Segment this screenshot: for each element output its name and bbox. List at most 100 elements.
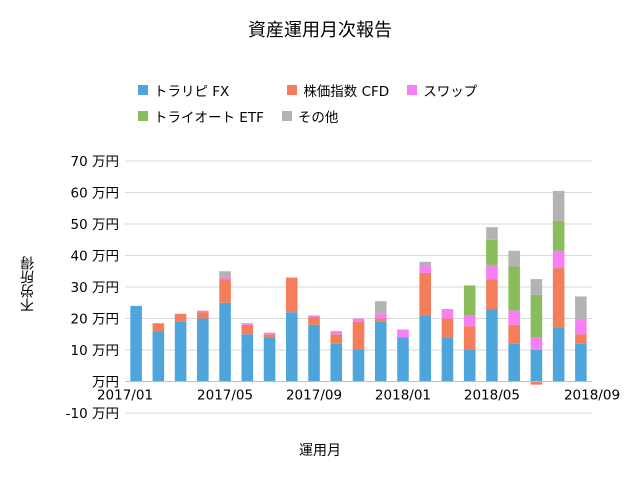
bar-segment [374, 313, 387, 319]
legend-label-swap: スワップ [423, 84, 478, 100]
bar-segment [286, 312, 298, 382]
bar-segment [463, 285, 476, 316]
bar-segment [219, 271, 231, 278]
x-tick-label: 2018/09 [564, 388, 620, 404]
bar-segment [508, 250, 520, 267]
bar-segment [352, 318, 365, 322]
bar-segment [374, 321, 387, 382]
bar-segment [374, 318, 387, 322]
bar-segment [352, 350, 365, 382]
bar-segment [530, 294, 543, 338]
bar-segment [463, 326, 476, 350]
legend-item-other: その他 [281, 106, 339, 126]
y-tick-label: 万円 [92, 375, 119, 391]
bar-segment [308, 315, 320, 317]
y-tick-label: -10 万円 [66, 406, 119, 422]
x-tick-label: 2017/09 [286, 388, 342, 404]
bar-segment [241, 323, 254, 325]
bar-segment [330, 331, 343, 335]
bar-segment [486, 227, 498, 240]
bar-segment [263, 334, 276, 338]
bar-segment [197, 318, 209, 382]
bar-segment [552, 220, 565, 251]
bar-segment [463, 315, 476, 327]
legend-label-other: その他 [297, 110, 339, 126]
legend-swatch-cfd [287, 85, 298, 95]
x-tick-label: 2018/01 [375, 388, 431, 404]
bar-segment [152, 323, 165, 332]
y-tick-label: 20 万円 [71, 312, 119, 328]
legend-swatch-swap [407, 85, 418, 95]
bar-segment [397, 337, 409, 382]
legend-item-swap: スワップ [407, 80, 477, 100]
bar-segment [241, 334, 254, 382]
bar-segment [397, 329, 409, 338]
bar-segment [219, 302, 231, 382]
bar-segment [308, 324, 320, 382]
bar-segment [552, 268, 565, 328]
bar-segment [552, 190, 565, 221]
bar-segment [330, 343, 343, 382]
bar-segment [419, 264, 431, 273]
bar-segment [530, 279, 543, 295]
bar-segment [419, 261, 431, 265]
bar-segment [374, 301, 387, 314]
bar-segment [486, 239, 498, 265]
y-tick-label: 10 万円 [71, 343, 119, 359]
legend-item-fx: トラリピ FX [138, 80, 229, 100]
bar-segment [152, 331, 165, 382]
bar-segment [330, 334, 343, 344]
bar-segment [486, 309, 498, 382]
bar-segment [308, 316, 320, 325]
legend-label-etf: トライオート ETF [154, 110, 264, 126]
bar-segment [575, 334, 587, 344]
legend-row-2: トライオート ETF その他 [138, 106, 338, 126]
bar-segment [197, 312, 209, 319]
legend-label-fx: トラリピ FX [154, 84, 230, 100]
bar-segment [441, 337, 454, 382]
bar-segment [419, 315, 431, 382]
bar-segment [441, 318, 454, 338]
bar-segment [486, 279, 498, 310]
bar-segment [263, 332, 276, 335]
legend-swatch-etf [138, 111, 148, 121]
bar-segment [219, 279, 231, 303]
bar-segment [263, 337, 276, 382]
y-tick-label: 50 万円 [71, 217, 119, 233]
bar-segment [552, 250, 565, 269]
bar-segment [486, 264, 498, 280]
bar-segment [508, 266, 520, 311]
bar-segment [530, 381, 543, 385]
bar-segment [508, 343, 520, 382]
bar-segment [575, 296, 587, 321]
x-axis-label: 運用月 [299, 443, 341, 459]
bar-segment [419, 272, 431, 316]
bar-segment [241, 324, 254, 335]
bar-segment [508, 310, 520, 325]
legend-item-cfd: 株価指数 CFD [287, 80, 389, 100]
bar-segment [530, 350, 543, 382]
legend-label-cfd: 株価指数 CFD [303, 84, 390, 100]
bar-segment [219, 277, 231, 280]
bar-segment [463, 350, 476, 382]
x-tick-label: 2017/01 [97, 388, 153, 404]
bar-segment [174, 321, 187, 382]
bar-segment [508, 324, 520, 344]
y-tick-label: 40 万円 [71, 249, 119, 265]
bar-segment [552, 327, 565, 382]
bar-segment [352, 321, 365, 350]
bar-segment [530, 337, 543, 350]
y-tick-label: 30 万円 [71, 280, 119, 296]
chart-title: 資産運用月次報告 [248, 20, 392, 41]
bar-segment [575, 320, 587, 335]
bar-segment [130, 305, 142, 382]
y-tick-label: 60 万円 [71, 186, 119, 202]
x-tick-label: 2017/05 [197, 388, 253, 404]
legend-item-etf: トライオート ETF [138, 106, 264, 126]
bar-segment [197, 310, 209, 313]
bar-segment [174, 313, 187, 322]
legend-swatch-fx [138, 85, 148, 95]
x-tick-label: 2018/05 [464, 388, 520, 404]
